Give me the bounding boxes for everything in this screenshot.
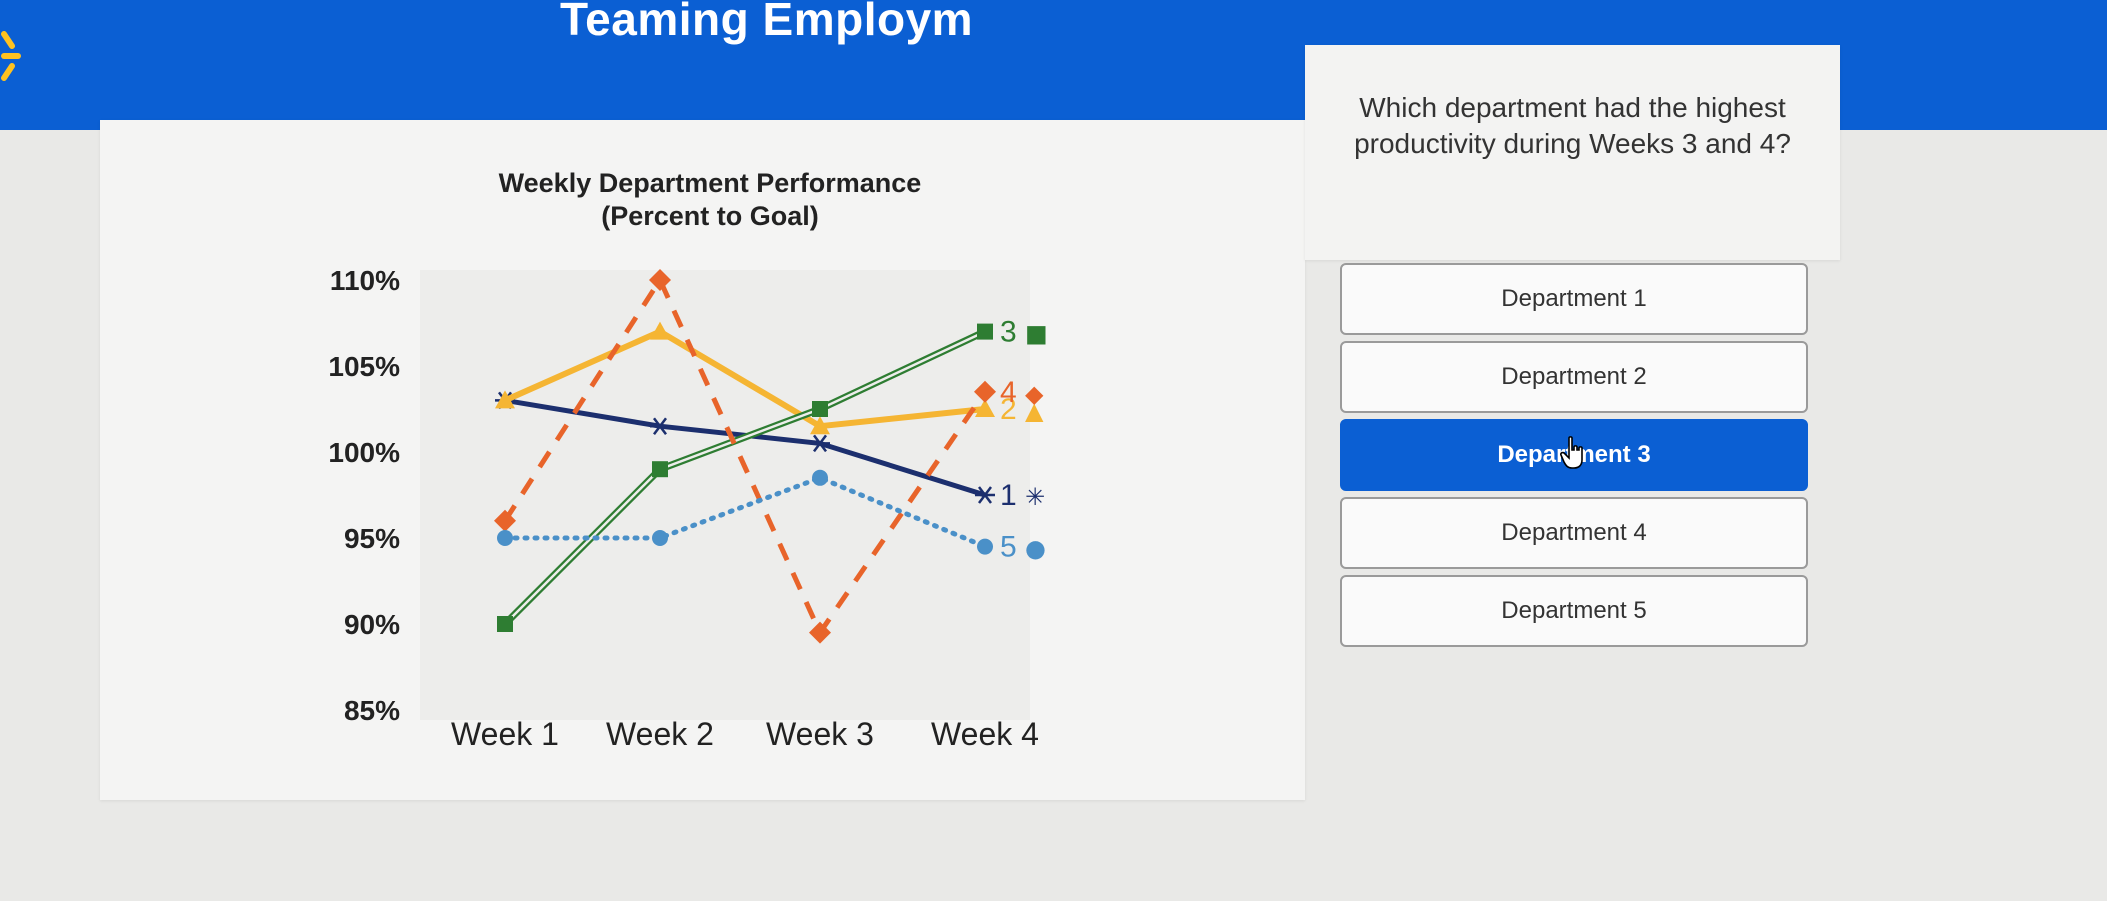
series-line-2 bbox=[503, 328, 986, 430]
question-text: Which department had the highest product… bbox=[1354, 92, 1791, 159]
spark-logo-icon bbox=[1, 31, 21, 81]
y-tick-label: 85% bbox=[344, 695, 400, 726]
series-point bbox=[650, 321, 670, 340]
series-line-1 bbox=[504, 397, 986, 498]
series-point bbox=[974, 380, 996, 403]
series-point bbox=[652, 530, 668, 546]
series-point bbox=[975, 399, 995, 417]
series-point bbox=[652, 461, 668, 478]
series-point bbox=[810, 434, 830, 453]
series-end-label-4: 4 bbox=[1000, 376, 1017, 409]
series-point bbox=[649, 269, 671, 291]
series-end-label-2: 2 bbox=[1000, 393, 1017, 426]
series-point bbox=[495, 390, 515, 409]
x-tick-label: Week 3 bbox=[766, 716, 874, 752]
y-tick-label: 95% bbox=[344, 523, 400, 554]
series-end-label-5: 5 bbox=[1000, 531, 1017, 564]
option-department-2[interactable]: Department 2 bbox=[1340, 341, 1808, 413]
series-end-marker-1: ✳ bbox=[1025, 483, 1045, 511]
series-point bbox=[977, 323, 993, 340]
series-point bbox=[809, 621, 831, 644]
question-card: Which department had the highest product… bbox=[1305, 45, 1840, 260]
x-tick-label: Week 1 bbox=[451, 716, 559, 752]
x-tick-label: Week 2 bbox=[606, 716, 714, 752]
plot-area bbox=[420, 270, 1030, 720]
app-title: Teaming Employm bbox=[560, 0, 974, 45]
series-point bbox=[975, 486, 995, 504]
series-point bbox=[812, 469, 828, 486]
y-tick-label: 105% bbox=[328, 351, 400, 382]
chart-card: Weekly Department Performance (Percent to… bbox=[100, 120, 1305, 800]
hand-pointer-icon bbox=[1560, 436, 1583, 469]
y-tick-label: 90% bbox=[344, 609, 400, 640]
chart-title: Weekly Department Performance bbox=[499, 168, 922, 198]
series-point bbox=[497, 530, 513, 546]
series-point bbox=[494, 509, 516, 532]
y-tick-label: 110% bbox=[330, 265, 400, 296]
series-line-inner-3 bbox=[504, 330, 986, 625]
series-end-marker-3: ■ bbox=[1025, 320, 1048, 348]
series-end-marker-5: ● bbox=[1025, 535, 1046, 563]
series-point bbox=[810, 416, 830, 435]
series-point bbox=[812, 401, 828, 417]
chart-subtitle: (Percent to Goal) bbox=[601, 201, 819, 231]
series-end-label-3: 3 bbox=[1000, 316, 1017, 349]
series-end-marker-4: ◆ bbox=[1025, 380, 1044, 408]
series-point bbox=[650, 417, 670, 435]
option-department-4[interactable]: Department 4 bbox=[1340, 497, 1808, 569]
series-point bbox=[977, 538, 993, 555]
series-line-5 bbox=[502, 475, 988, 550]
series-line-4 bbox=[502, 274, 988, 638]
y-tick-label: 100% bbox=[328, 437, 400, 468]
series-end-marker-2: ▲ bbox=[1025, 397, 1044, 425]
series-point bbox=[497, 616, 513, 632]
x-tick-label: Week 4 bbox=[931, 716, 1039, 752]
performance-chart: Weekly Department Performance(Percent to… bbox=[328, 168, 1048, 752]
option-department-5[interactable]: Department 5 bbox=[1340, 575, 1808, 647]
option-department-1[interactable]: Department 1 bbox=[1340, 263, 1808, 335]
series-end-label-1: 1 bbox=[1000, 479, 1017, 512]
